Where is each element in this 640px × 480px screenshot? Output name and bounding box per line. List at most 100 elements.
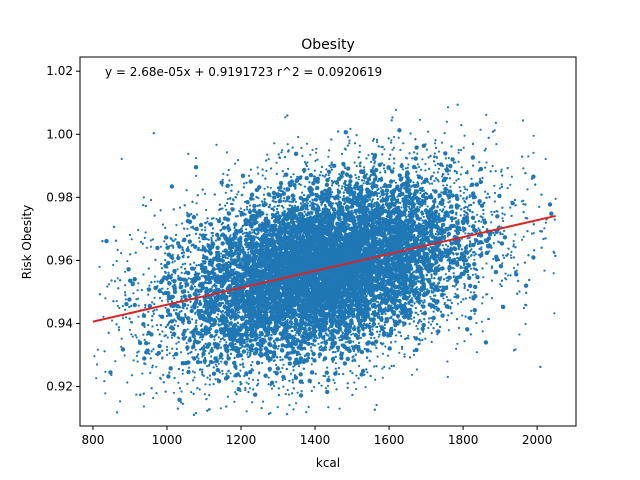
data-point — [516, 263, 519, 266]
data-point — [201, 338, 204, 341]
data-point — [424, 169, 427, 172]
data-point — [394, 340, 397, 343]
data-point — [213, 338, 216, 341]
data-point — [453, 275, 456, 278]
data-point — [532, 151, 535, 154]
data-point — [284, 393, 287, 396]
data-point — [239, 207, 242, 210]
data-point — [474, 220, 477, 224]
data-point — [281, 170, 284, 173]
data-point — [514, 233, 517, 236]
data-point — [166, 287, 169, 290]
data-point — [355, 374, 358, 377]
data-point — [175, 308, 178, 311]
data-point — [448, 169, 452, 172]
data-point — [352, 355, 355, 358]
data-point — [217, 336, 220, 339]
data-point — [373, 336, 376, 340]
data-point — [198, 388, 201, 391]
data-point — [395, 334, 398, 337]
data-point — [286, 143, 289, 146]
data-point — [234, 391, 237, 394]
data-point — [496, 210, 499, 213]
data-point — [295, 402, 298, 405]
data-point — [407, 163, 410, 166]
data-point — [315, 147, 318, 150]
data-point — [321, 341, 324, 344]
data-point — [124, 298, 127, 301]
data-point — [432, 310, 435, 313]
data-point — [532, 134, 535, 137]
data-point — [493, 129, 496, 132]
data-point — [204, 383, 207, 386]
data-point — [473, 312, 476, 315]
data-point — [159, 245, 163, 248]
data-point — [143, 236, 146, 239]
data-point — [173, 357, 176, 360]
data-point — [461, 314, 464, 317]
data-point — [381, 352, 385, 355]
data-point — [431, 182, 434, 185]
data-point — [314, 159, 317, 162]
data-point — [493, 191, 497, 195]
data-point — [205, 208, 208, 211]
data-point — [239, 369, 242, 372]
data-point — [484, 190, 487, 193]
data-point — [419, 332, 422, 335]
data-point — [205, 233, 208, 237]
data-point — [333, 381, 336, 384]
data-point — [460, 166, 463, 169]
data-point — [237, 159, 240, 162]
data-point — [116, 277, 119, 280]
data-point — [310, 389, 313, 393]
data-point — [420, 210, 423, 213]
data-point — [342, 194, 345, 198]
data-point — [512, 240, 515, 243]
data-point — [202, 344, 206, 347]
data-point — [459, 194, 462, 197]
data-point — [303, 185, 307, 188]
data-point — [137, 315, 140, 318]
data-point — [348, 223, 351, 226]
data-point — [447, 314, 450, 317]
data-point — [160, 262, 163, 266]
data-point — [506, 187, 509, 190]
data-point — [415, 368, 418, 371]
data-point — [445, 184, 449, 187]
data-point — [181, 306, 184, 309]
data-point — [290, 200, 293, 203]
data-point — [104, 297, 107, 300]
data-point — [522, 203, 525, 206]
data-point — [137, 304, 140, 307]
data-point — [245, 340, 248, 343]
data-point — [215, 217, 218, 221]
data-point — [429, 323, 433, 326]
data-point — [452, 161, 455, 164]
data-point — [153, 280, 156, 283]
data-point — [418, 165, 421, 168]
data-point — [515, 269, 518, 272]
data-point — [320, 170, 323, 174]
data-point — [467, 273, 470, 277]
data-point — [96, 348, 99, 351]
data-point — [463, 282, 466, 285]
data-point — [301, 191, 304, 194]
data-point — [309, 200, 312, 203]
data-point — [485, 262, 488, 265]
data-point — [330, 168, 334, 171]
data-point — [449, 185, 452, 188]
data-point — [186, 211, 189, 214]
data-point — [401, 347, 404, 350]
data-point — [371, 328, 374, 331]
data-point — [376, 197, 379, 201]
data-point — [131, 335, 134, 338]
data-point — [119, 400, 122, 403]
data-point — [463, 287, 466, 290]
data-point — [229, 234, 232, 237]
data-point — [400, 334, 403, 338]
data-point — [220, 360, 223, 363]
data-point — [544, 157, 547, 161]
data-point — [214, 378, 217, 381]
data-point — [478, 161, 481, 164]
data-point — [229, 197, 232, 200]
